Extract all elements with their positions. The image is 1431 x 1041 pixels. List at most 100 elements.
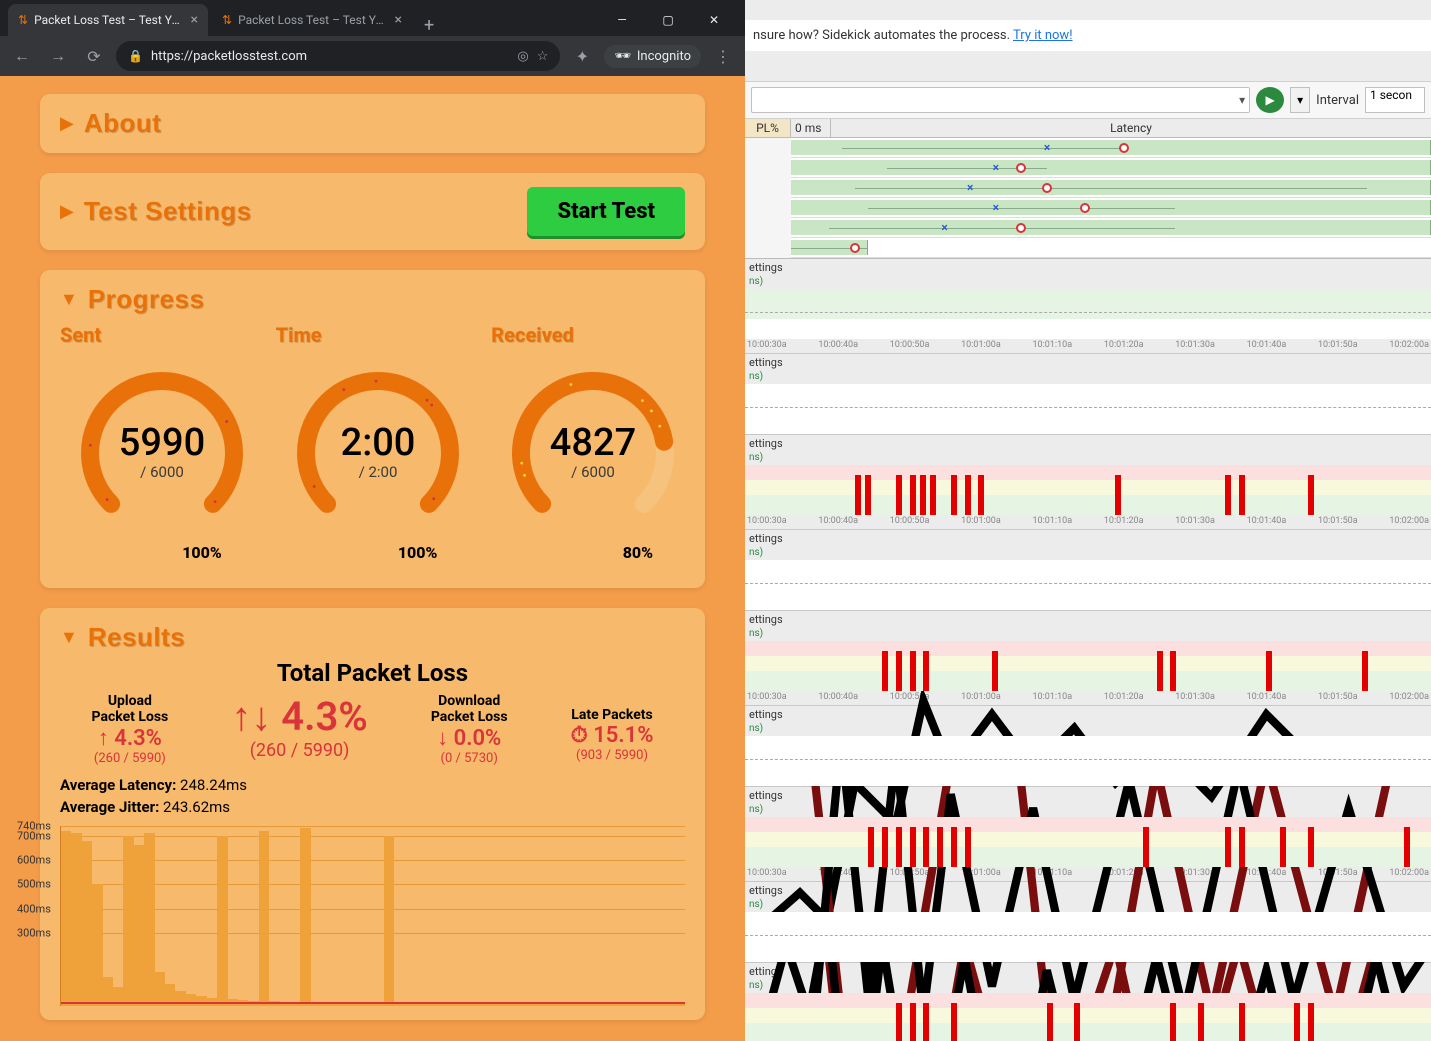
page-body: ▶ About ▶ Test Settings Start Test ▼ Pro… (0, 76, 745, 1041)
svg-text:5990: 5990 (119, 421, 205, 465)
close-tab-icon[interactable]: × (191, 12, 198, 28)
play-dropdown[interactable]: ▾ (1290, 87, 1310, 113)
browser-tab-1[interactable]: ⇅ Packet Loss Test – Test Your Conn × (8, 4, 208, 36)
total-loss-col: ↑↓ 4.3% (260 / 5990) (231, 693, 368, 761)
upload-detail: (260 / 5990) (92, 751, 169, 766)
tab-title: Packet Loss Test – Test Your Conn (34, 13, 184, 27)
download-hd1: Download (431, 693, 508, 709)
pingplotter-panel: nsure how? Sidekick automates the proces… (745, 0, 1431, 1041)
upload-hd1: Upload (92, 693, 169, 709)
gauge-sent: Sent 5990 / 6000 100% (60, 323, 254, 574)
latency-chart: 740ms700ms600ms500ms400ms300ms (60, 826, 685, 1006)
extensions-icon[interactable]: ✦ (568, 42, 596, 70)
late-hd: Late Packets (571, 707, 654, 723)
reload-button[interactable]: ⟳ (80, 42, 108, 70)
maximize-button[interactable]: ▢ (645, 4, 691, 36)
download-hd2: Packet Loss (431, 709, 508, 725)
close-window-button[interactable]: ✕ (691, 4, 737, 36)
sidekick-banner: nsure how? Sidekick automates the proces… (745, 20, 1431, 51)
chevron-right-icon: ▶ (60, 201, 74, 222)
timeline-strip[interactable]: ettingsns) 10:00:30a10:00:40a10:00:50a10… (745, 259, 1431, 354)
chevron-down-icon: ▾ (1239, 93, 1245, 107)
tab-title: Packet Loss Test – Test Your Conn (238, 13, 388, 27)
chrome-toolbar: ← → ⟳ 🔒 https://packetlosstest.com ◎ ☆ ✦… (0, 36, 745, 76)
minimize-button[interactable]: ― (599, 4, 645, 36)
gauge-time: Time 2:00 / 2:00 100% (276, 323, 470, 574)
play-button[interactable]: ▶ (1256, 87, 1284, 113)
gauge-label: Received (491, 323, 685, 347)
bookmark-icon[interactable]: ☆ (537, 49, 549, 64)
hop-row[interactable]: × (791, 158, 1431, 178)
late-value: ⏱ 15.1% (571, 723, 654, 748)
address-bar[interactable]: 🔒 https://packetlosstest.com ◎ ☆ (116, 41, 560, 71)
y-tick-label: 600ms (17, 854, 51, 867)
upload-value: ↑ 4.3% (92, 725, 169, 751)
chrome-window: ⇅ Packet Loss Test – Test Your Conn × ⇅ … (0, 0, 745, 1041)
hop-row[interactable]: × (791, 178, 1431, 198)
hop-row[interactable]: × (791, 218, 1431, 238)
upload-hd2: Packet Loss (92, 709, 169, 725)
test-settings-card: ▶ Test Settings Start Test (40, 173, 705, 250)
y-tick-label: 500ms (17, 878, 51, 891)
y-tick-label: 400ms (17, 902, 51, 915)
favicon-icon: ⇅ (18, 13, 28, 27)
gauge-recv: Received 4827 / 6000 80% (491, 323, 685, 574)
svg-text:/ 2:00: / 2:00 (358, 463, 397, 481)
start-test-button[interactable]: Start Test (527, 187, 685, 236)
forward-button[interactable]: → (44, 42, 72, 70)
settings-title: Test Settings (84, 196, 252, 227)
chevron-down-icon: ▾ (1297, 93, 1303, 107)
timeline-strips: ettingsns) 10:00:30a10:00:40a10:00:50a10… (745, 259, 1431, 1041)
hop-row[interactable]: × (791, 238, 1431, 258)
hop-summary-table: × × × × × × (745, 138, 1431, 259)
progress-card: ▼ Progress Sent 5990 / 6000 100% Time 2:… (40, 270, 705, 588)
gauge-percent: 80% (503, 543, 673, 562)
pp-toolbar: ▾ ▶ ▾ Interval 1 secon (745, 81, 1431, 119)
pl-header: PL% (745, 119, 791, 137)
chevron-right-icon: ▶ (60, 113, 74, 134)
try-it-link[interactable]: Try it now! (1013, 28, 1073, 43)
new-tab-button[interactable]: + (416, 15, 442, 36)
interval-select[interactable]: 1 secon (1365, 87, 1425, 113)
svg-text:/ 6000: / 6000 (140, 463, 184, 481)
chevron-down-icon: ▼ (60, 627, 78, 648)
gauge-percent: 100% (72, 543, 242, 562)
incognito-icon: 🕶 (614, 49, 631, 64)
download-loss-col: Download Packet Loss ↓ 0.0% (0 / 5730) (431, 693, 508, 766)
chevron-down-icon: ▼ (60, 289, 78, 310)
back-button[interactable]: ← (8, 42, 36, 70)
about-card[interactable]: ▶ About (40, 94, 705, 153)
zero-ms-label: 0 ms (791, 119, 831, 137)
hop-row[interactable]: × (791, 138, 1431, 158)
favicon-icon: ⇅ (222, 13, 232, 27)
chrome-tabstrip: ⇅ Packet Loss Test – Test Your Conn × ⇅ … (0, 0, 745, 36)
incognito-badge: 🕶 Incognito (604, 45, 701, 68)
target-combo[interactable]: ▾ (751, 87, 1250, 113)
total-detail: (260 / 5990) (231, 740, 368, 761)
interval-label: Interval (1316, 93, 1359, 108)
banner-text: nsure how? Sidekick automates the proces… (753, 28, 1013, 43)
menu-button[interactable]: ⋮ (709, 42, 737, 70)
url-text: https://packetlosstest.com (151, 49, 509, 64)
download-value: ↓ 0.0% (431, 725, 508, 751)
svg-text:/ 6000: / 6000 (571, 463, 615, 481)
progress-title: Progress (88, 284, 205, 315)
y-tick-label: 700ms (17, 829, 51, 842)
close-tab-icon[interactable]: × (395, 12, 402, 28)
lock-icon: 🔒 (128, 49, 143, 63)
results-card: ▼ Results Total Packet Loss Upload Packe… (40, 608, 705, 1020)
pp-columns-header: PL% 0 ms Latency (745, 119, 1431, 138)
incognito-label: Incognito (637, 49, 691, 64)
about-title: About (84, 108, 162, 139)
y-tick-label: 300ms (17, 927, 51, 940)
hop-row[interactable]: × (791, 198, 1431, 218)
svg-text:4827: 4827 (550, 421, 636, 465)
avg-latency: Average Latency: 248.24ms (60, 776, 685, 794)
gauge-label: Sent (60, 323, 254, 347)
browser-tab-2[interactable]: ⇅ Packet Loss Test – Test Your Conn × (212, 4, 412, 36)
strip-header: ettingsns) (745, 259, 1431, 289)
results-title: Results (88, 622, 185, 653)
download-detail: (0 / 5730) (431, 751, 508, 766)
late-packets-col: Late Packets ⏱ 15.1% (903 / 5990) (571, 693, 654, 763)
eye-off-icon[interactable]: ◎ (517, 49, 528, 64)
